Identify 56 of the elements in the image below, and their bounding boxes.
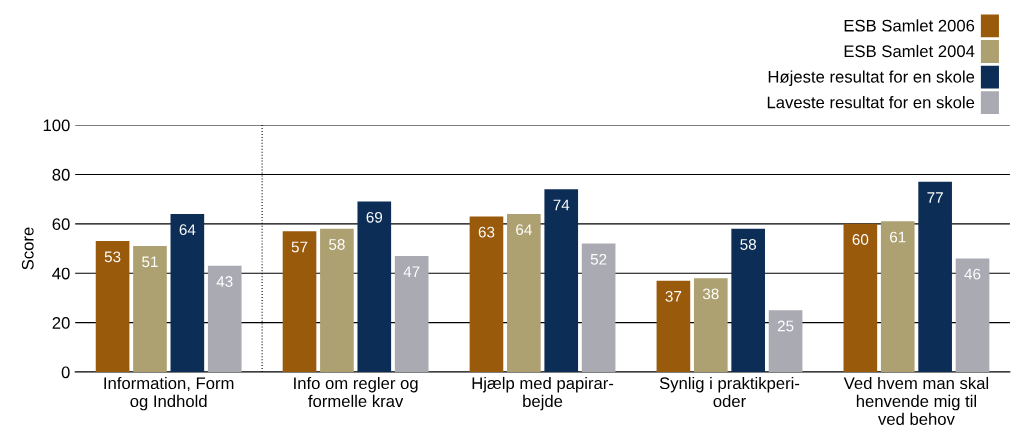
- bar: [170, 213, 205, 373]
- bar: [918, 181, 952, 373]
- x-tick-label: Info om regler og formelle krav: [294, 376, 418, 408]
- y-tick-label: 0: [61, 366, 70, 379]
- data-label: 61: [890, 231, 906, 243]
- x-tick-label: Synlig i praktikperi- oder: [659, 376, 800, 408]
- bar: [768, 310, 803, 373]
- legend-label: ESB Samlet 2006: [844, 19, 975, 32]
- data-label: 58: [329, 239, 345, 250]
- y-tick-label: 60: [52, 218, 70, 231]
- data-label: 51: [142, 256, 158, 268]
- bar: [581, 243, 616, 373]
- legend-label: ESB Samlet 2004: [844, 44, 975, 58]
- data-label: 25: [777, 320, 794, 332]
- data-label: 57: [291, 241, 308, 253]
- data-label: 63: [478, 226, 495, 238]
- y-tick-label: 80: [52, 168, 70, 181]
- bar: [843, 223, 878, 373]
- data-label: 77: [927, 192, 943, 203]
- y-axis-title: Score: [21, 227, 34, 270]
- bar: [731, 228, 766, 373]
- data-label: 58: [740, 239, 757, 250]
- data-label: 47: [403, 266, 420, 277]
- bar: [507, 213, 541, 373]
- data-label: 43: [216, 276, 233, 287]
- bar: [880, 221, 915, 373]
- y-tick-label: 20: [52, 317, 70, 329]
- bar: [320, 228, 354, 373]
- data-label: 38: [702, 288, 719, 300]
- bar: [544, 189, 579, 373]
- bar: [357, 201, 392, 373]
- data-label: 60: [852, 234, 869, 245]
- data-label: 74: [553, 199, 570, 211]
- legend-label: Laveste resultat for en skole: [767, 96, 975, 109]
- legend-label: Højeste resultat for en skole: [768, 70, 975, 86]
- data-label: 46: [964, 268, 981, 280]
- y-tick-label: 100: [43, 119, 70, 132]
- bar: [469, 216, 504, 373]
- data-label: 69: [366, 211, 383, 223]
- x-tick-label: Hjælp med papirar- bejde: [472, 376, 614, 411]
- data-label: 53: [104, 251, 121, 263]
- bar: [282, 231, 317, 373]
- x-tick-label: Information, Form og Indhold: [104, 376, 234, 411]
- x-tick-label: Ved hvem man skal henvende mig til ved behov: [843, 376, 989, 426]
- y-tick-label: 40: [52, 267, 70, 280]
- bar: [693, 278, 728, 373]
- data-label: 64: [179, 224, 196, 236]
- bar: [207, 265, 242, 373]
- data-label: 37: [665, 290, 682, 302]
- bar: [656, 280, 691, 373]
- data-label: 52: [590, 253, 607, 265]
- bar: [394, 255, 429, 373]
- data-label: 64: [516, 224, 532, 236]
- bar: [955, 258, 990, 373]
- bar: [95, 241, 130, 373]
- bar: [133, 246, 167, 373]
